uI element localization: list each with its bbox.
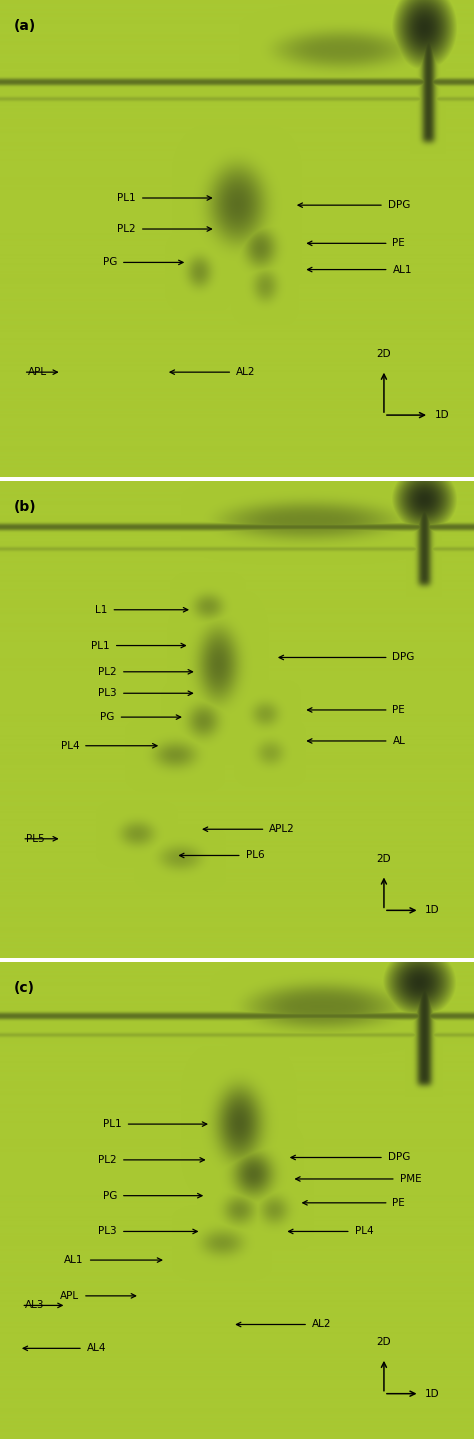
- Text: PL4: PL4: [61, 741, 79, 751]
- Text: PG: PG: [103, 1190, 117, 1200]
- Text: PL3: PL3: [99, 688, 117, 698]
- Text: (c): (c): [14, 981, 35, 994]
- Text: APL2: APL2: [269, 825, 295, 835]
- Text: DPG: DPG: [388, 200, 410, 210]
- Text: PG: PG: [100, 712, 115, 722]
- Text: AL4: AL4: [87, 1344, 106, 1353]
- Text: APL: APL: [60, 1291, 79, 1301]
- Text: PL6: PL6: [246, 850, 264, 861]
- Text: PL1: PL1: [91, 640, 110, 650]
- Text: PE: PE: [392, 1197, 405, 1207]
- Text: DPG: DPG: [392, 652, 415, 662]
- Text: 2D: 2D: [377, 855, 391, 863]
- Text: APL: APL: [27, 367, 46, 377]
- Text: PE: PE: [392, 705, 405, 715]
- Text: PL1: PL1: [103, 1120, 122, 1130]
- Text: PE: PE: [392, 239, 405, 249]
- Text: PL4: PL4: [355, 1226, 373, 1236]
- Text: AL1: AL1: [64, 1255, 84, 1265]
- Text: PL1: PL1: [118, 193, 136, 203]
- Text: 1D: 1D: [425, 1389, 440, 1399]
- Text: 1D: 1D: [435, 410, 449, 420]
- Text: 2D: 2D: [377, 1337, 391, 1347]
- Text: PME: PME: [400, 1174, 421, 1184]
- Text: (b): (b): [14, 499, 37, 514]
- Text: AL3: AL3: [25, 1301, 45, 1311]
- Text: AL: AL: [392, 735, 405, 745]
- Text: 2D: 2D: [377, 350, 391, 360]
- Text: DPG: DPG: [388, 1153, 410, 1163]
- Text: L1: L1: [95, 604, 108, 614]
- Text: AL2: AL2: [236, 367, 255, 377]
- Text: PG: PG: [103, 258, 117, 268]
- Text: PL2: PL2: [99, 1156, 117, 1166]
- Text: PL3: PL3: [99, 1226, 117, 1236]
- Text: PL2: PL2: [99, 666, 117, 676]
- Text: PL2: PL2: [118, 224, 136, 235]
- Text: 1D: 1D: [425, 905, 440, 915]
- Text: (a): (a): [14, 19, 36, 33]
- Text: PL5: PL5: [26, 833, 45, 843]
- Text: AL2: AL2: [312, 1320, 331, 1330]
- Text: AL1: AL1: [392, 265, 412, 275]
